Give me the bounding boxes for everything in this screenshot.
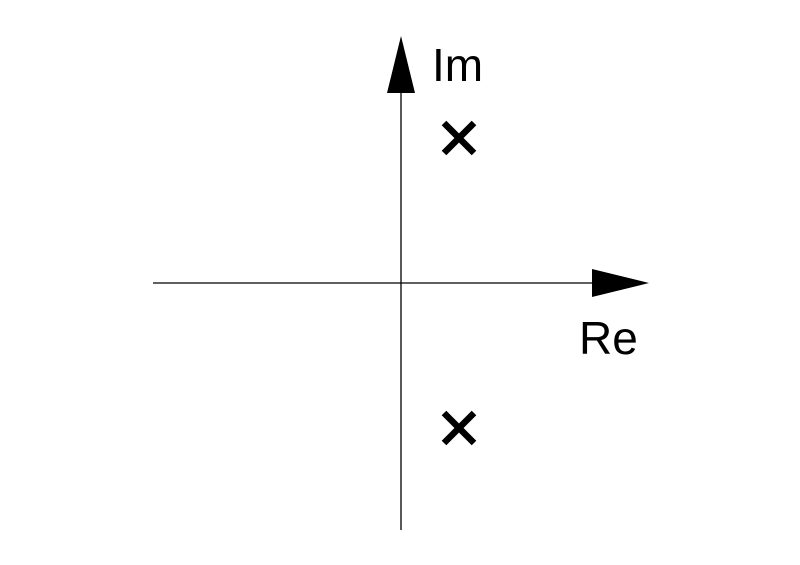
upper-pole-cross-icon (441, 120, 477, 156)
imaginary-axis-label: Im (432, 39, 483, 91)
poles-group (441, 120, 477, 446)
lower-pole-cross-icon (441, 410, 477, 446)
real-axis-arrowhead (592, 269, 649, 297)
pole-cross-stroke (441, 120, 477, 156)
real-axis-label: Re (579, 312, 638, 364)
pole-cross-stroke (441, 410, 477, 446)
imaginary-axis-arrowhead (387, 36, 415, 93)
